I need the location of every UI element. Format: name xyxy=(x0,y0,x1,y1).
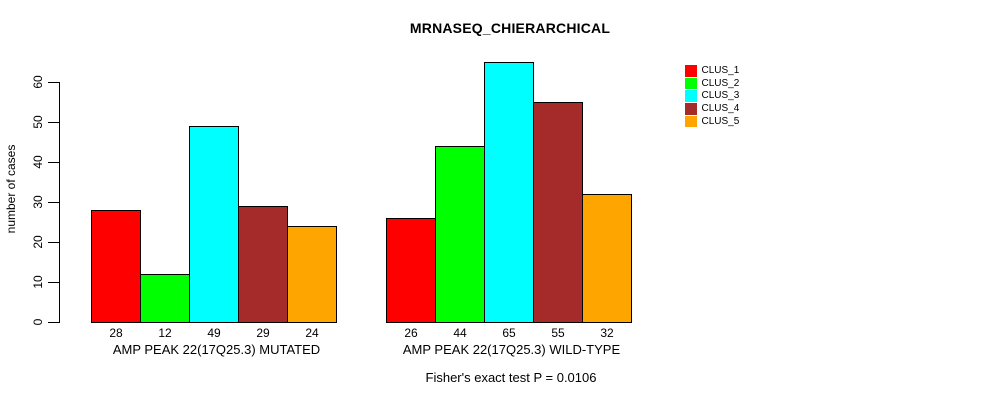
y-axis-line xyxy=(59,82,61,324)
group-label: AMP PEAK 22(17Q25.3) WILD-TYPE xyxy=(402,342,621,357)
y-tick-mark xyxy=(48,322,59,324)
bar-clus_4-group1 xyxy=(238,206,288,323)
legend-label: CLUS_5 xyxy=(701,115,740,127)
bar-clus_2-group2 xyxy=(435,146,485,323)
bar-value-label: 24 xyxy=(305,326,319,340)
bar-clus_3-group1 xyxy=(189,126,239,323)
bar-value-label: 49 xyxy=(207,326,221,340)
legend-label: CLUS_1 xyxy=(701,65,740,76)
legend-swatch-clus_5 xyxy=(685,115,697,128)
legend-label: CLUS_2 xyxy=(701,77,740,89)
y-axis-label: number of cases xyxy=(4,144,18,234)
annotation-text: Fisher's exact test P = 0.0106 xyxy=(425,370,597,385)
y-tick-label: 20 xyxy=(31,235,45,249)
y-tick-mark xyxy=(48,82,59,84)
bar-clus_5-group1 xyxy=(287,226,337,323)
bar-value-label: 55 xyxy=(551,326,565,340)
y-tick-label: 60 xyxy=(31,75,45,89)
y-tick-mark xyxy=(48,242,59,244)
bar-value-label: 29 xyxy=(256,326,270,340)
bar-clus_1-group1 xyxy=(91,210,141,323)
bar-value-label: 32 xyxy=(600,326,614,340)
bar-clus_5-group2 xyxy=(582,194,632,323)
bar-clus_2-group1 xyxy=(140,274,190,323)
legend-item: CLUS_4 xyxy=(685,103,739,115)
legend-swatch-clus_1 xyxy=(685,65,697,77)
legend-item: CLUS_3 xyxy=(685,90,739,102)
y-tick-label: 10 xyxy=(31,275,45,289)
legend-item: CLUS_5 xyxy=(685,115,740,128)
bar-value-label: 44 xyxy=(453,326,467,340)
chart-title: MRNASEQ_CHIERARCHICAL xyxy=(409,20,611,36)
legend-label: CLUS_3 xyxy=(701,90,740,102)
bar-value-label: 26 xyxy=(404,326,418,340)
bar-clus_3-group2 xyxy=(484,62,534,323)
y-tick-mark xyxy=(48,162,59,164)
legend-item: CLUS_2 xyxy=(685,77,740,90)
y-tick-label: 50 xyxy=(31,115,45,129)
bar-value-label: 28 xyxy=(109,326,123,340)
y-tick-mark xyxy=(48,202,59,204)
bar-clus_4-group2 xyxy=(533,102,583,323)
legend-swatch-clus_3 xyxy=(685,90,697,102)
y-tick-mark xyxy=(48,282,59,284)
legend: CLUS_1 CLUS_2 CLUS_3 CLUS_4 CLUS_5 xyxy=(685,65,739,128)
legend-item: CLUS_1 xyxy=(685,65,739,77)
bar-value-label: 12 xyxy=(158,326,172,340)
y-tick-label: 30 xyxy=(31,195,45,209)
legend-label: CLUS_4 xyxy=(701,103,740,115)
bar-value-label: 65 xyxy=(502,326,516,340)
legend-swatch-clus_2 xyxy=(685,77,697,90)
y-tick-label: 0 xyxy=(31,318,45,326)
bar-clus_1-group2 xyxy=(386,218,436,323)
y-tick-label: 40 xyxy=(31,155,45,169)
legend-swatch-clus_4 xyxy=(685,103,697,115)
group-label: AMP PEAK 22(17Q25.3) MUTATED xyxy=(112,342,321,357)
y-tick-mark xyxy=(48,122,59,124)
